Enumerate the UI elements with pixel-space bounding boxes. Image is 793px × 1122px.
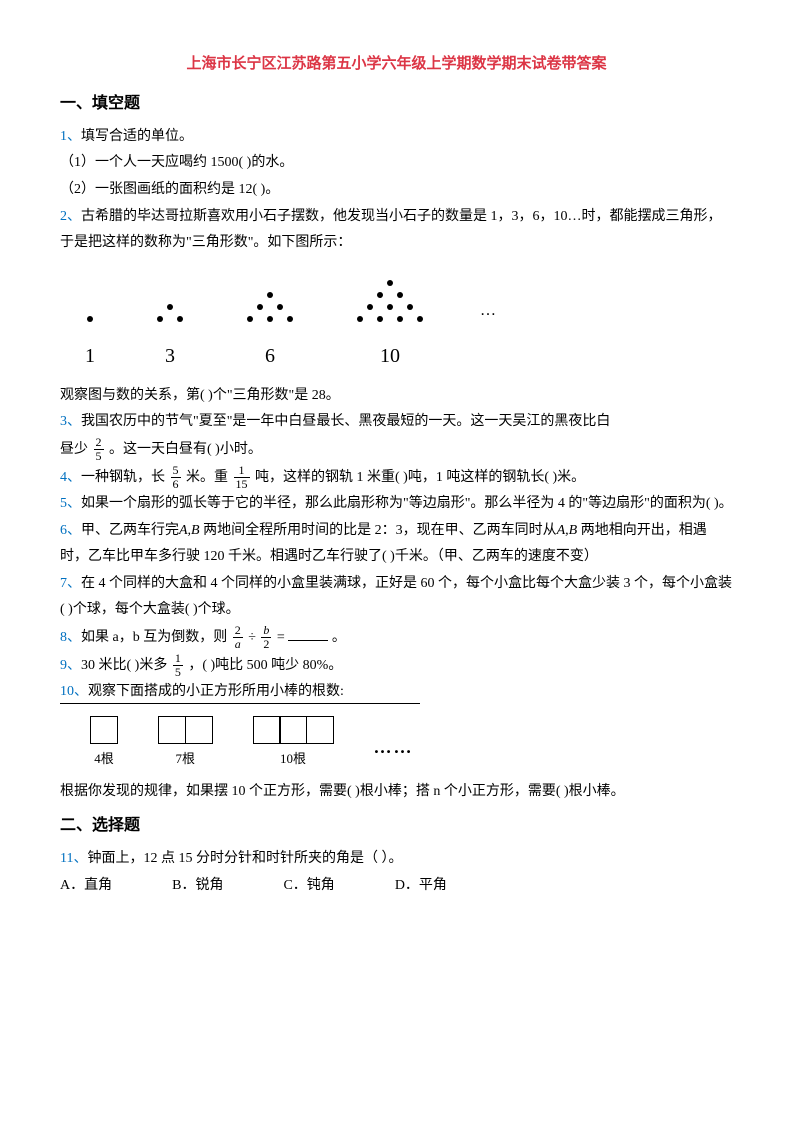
- sq-group-3: 10根: [253, 716, 334, 772]
- q2-text-a: 古希腊的毕达哥拉斯喜欢用小石子摆数，他发现当小石子的数量是 1，3，6，10…时…: [60, 209, 722, 251]
- q9-frac: 15: [173, 652, 183, 679]
- q6-ab1: A,B: [179, 523, 200, 538]
- q3-text-b: 昼少: [60, 442, 88, 457]
- q3-num: 3、: [60, 414, 81, 429]
- sq-group-2: 7根: [158, 716, 213, 772]
- q4-frac1: 56: [171, 464, 181, 491]
- question-11: 11、钟面上，12 点 15 分时分针和时针所夹的角是（ ）。: [60, 846, 733, 873]
- squares-figure: 4根 7根 10根 ……: [90, 716, 733, 772]
- question-2: 2、古希腊的毕达哥拉斯喜欢用小石子摆数，他发现当小石子的数量是 1，3，6，10…: [60, 204, 733, 257]
- q1-text: 填写合适的单位。: [81, 129, 193, 144]
- q3-line-b: 昼少 25 。这一天白昼有( )小时。: [60, 436, 733, 464]
- q1-num: 1、: [60, 129, 81, 144]
- q10-num: 10、: [60, 684, 88, 699]
- q8-div: ÷: [248, 630, 256, 645]
- question-6: 6、甲、乙两车行完A,B 两地间全程所用时间的比是 2：3，现在甲、乙两车同时从…: [60, 518, 733, 571]
- q6-text-b: 两地间全程所用时间的比是 2：3，现在甲、乙两车同时从: [200, 523, 557, 538]
- sq-group-1: 4根: [90, 716, 118, 772]
- triangle-10: 10: [350, 277, 430, 375]
- q9-text-a: 30 米比( )米多: [81, 657, 167, 672]
- q8-frac-b: b2: [261, 624, 271, 651]
- q7-num: 7、: [60, 576, 81, 591]
- tri-label-6: 6: [265, 337, 275, 375]
- q3-frac: 25: [94, 436, 104, 463]
- question-1: 1、填写合适的单位。: [60, 124, 733, 151]
- q4-text-c: 吨，这样的钢轨 1 米重( )吨，1 吨这样的钢轨长( )米。: [255, 469, 585, 484]
- q9-text-b: ，( )吨比 500 吨少 80%。: [188, 657, 342, 672]
- q11-choices: A．直角 B．锐角 C．钝角 D．平角: [60, 873, 733, 900]
- triangle-figure: 1 3 6 10 …: [80, 277, 733, 375]
- q5-num: 5、: [60, 496, 81, 511]
- sq-label-1: 4根: [94, 747, 114, 772]
- q4-frac2: 115: [234, 464, 250, 491]
- tri-label-10: 10: [380, 337, 400, 375]
- q3-text-a: 我国农历中的节气"夏至"是一年中白昼最长、黑夜最短的一天。这一天吴江的黑夜比白: [81, 414, 610, 429]
- q4-num: 4、: [60, 469, 81, 484]
- q8-frac-a: 2a: [233, 624, 243, 651]
- q4-text-b: 米。重: [186, 469, 228, 484]
- q11-text: 钟面上，12 点 15 分时分针和时针所夹的角是（ ）。: [87, 851, 402, 866]
- q11-num: 11、: [60, 851, 87, 866]
- question-10-b: 根据你发现的规律，如果摆 10 个正方形，需要( )根小棒；搭 n 个小正方形，…: [60, 779, 733, 806]
- q10-text-a: 观察下面搭成的小正方形所用小棒的根数:: [88, 684, 344, 699]
- q8-blank: [288, 627, 328, 641]
- q11-choice-b: B．锐角: [172, 873, 223, 900]
- q8-num: 8、: [60, 630, 81, 645]
- q8-text-a: 如果 a，b 互为倒数，则: [81, 630, 227, 645]
- q2-num: 2、: [60, 209, 81, 224]
- question-3: 3、我国农历中的节气"夏至"是一年中白昼最长、黑夜最短的一天。这一天吴江的黑夜比…: [60, 409, 733, 436]
- q6-text-a: 甲、乙两车行完: [81, 523, 179, 538]
- q1-sub2: （2）一张图画纸的面积约是 12( )。: [60, 177, 733, 204]
- sq-label-3: 10根: [280, 747, 306, 772]
- q11-choice-d: D．平角: [395, 873, 447, 900]
- question-10-a: 10、观察下面搭成的小正方形所用小棒的根数:: [60, 679, 733, 706]
- q6-num: 6、: [60, 523, 81, 538]
- q4-text-a: 一种钢轨，长: [81, 469, 165, 484]
- sq-label-2: 7根: [175, 747, 195, 772]
- triangle-6: 6: [240, 289, 300, 375]
- question-8: 8、如果 a，b 互为倒数，则 2a ÷ b2 = 。: [60, 624, 733, 652]
- question-4: 4、一种钢轨，长 56 米。重 115 吨，这样的钢轨 1 米重( )吨，1 吨…: [60, 464, 733, 492]
- q1-sub1: （1）一个人一天应喝约 1500( )的水。: [60, 150, 733, 177]
- section-2-heading: 二、选择题: [60, 811, 733, 841]
- tri-label-3: 3: [165, 337, 175, 375]
- triangle-1: 1: [80, 313, 100, 375]
- q11-choice-c: C．钝角: [283, 873, 334, 900]
- triangle-3: 3: [150, 301, 190, 375]
- q11-choice-a: A．直角: [60, 873, 112, 900]
- q8-text-b: 。: [332, 630, 346, 645]
- doc-title: 上海市长宁区江苏路第五小学六年级上学期数学期末试卷带答案: [60, 50, 733, 79]
- q7-text: 在 4 个同样的大盒和 4 个同样的小盒里装满球，正好是 60 个，每个小盒比每…: [60, 576, 732, 618]
- question-7: 7、在 4 个同样的大盒和 4 个同样的小盒里装满球，正好是 60 个，每个小盒…: [60, 571, 733, 624]
- q3-text-c: 。这一天白昼有( )小时。: [109, 442, 262, 457]
- triangle-ellipsis: …: [480, 296, 499, 356]
- question-5: 5、如果一个扇形的弧长等于它的半径，那么此扇形称为"等边扇形"。那么半径为 4 …: [60, 491, 733, 518]
- q8-eq: =: [277, 630, 285, 645]
- section-1-heading: 一、填空题: [60, 89, 733, 119]
- sq-dots: ……: [374, 716, 414, 764]
- q5-text: 如果一个扇形的弧长等于它的半径，那么此扇形称为"等边扇形"。那么半径为 4 的"…: [81, 496, 733, 511]
- tri-label-1: 1: [85, 337, 95, 375]
- q9-num: 9、: [60, 657, 81, 672]
- q6-ab2: A,B: [557, 523, 578, 538]
- q2-text-b: 观察图与数的关系，第( )个"三角形数"是 28。: [60, 383, 733, 410]
- question-9: 9、30 米比( )米多 15 ，( )吨比 500 吨少 80%。: [60, 652, 733, 680]
